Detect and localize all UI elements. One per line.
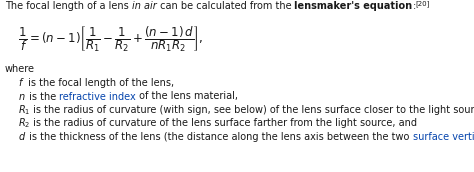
- Text: can be calculated from the: can be calculated from the: [156, 1, 294, 11]
- Text: The focal length of a lens: The focal length of a lens: [5, 1, 132, 11]
- Text: $R_1$: $R_1$: [18, 103, 30, 117]
- Text: $d$: $d$: [18, 130, 26, 142]
- Text: in air: in air: [132, 1, 156, 11]
- Text: surface vertices: surface vertices: [413, 132, 474, 142]
- Text: :: :: [412, 1, 416, 11]
- Text: $f$: $f$: [18, 76, 25, 88]
- Text: $R_2$: $R_2$: [18, 116, 30, 130]
- Text: is the focal length of the lens,: is the focal length of the lens,: [25, 78, 174, 88]
- Text: is the radius of curvature of the lens surface farther from the light source, an: is the radius of curvature of the lens s…: [30, 119, 417, 128]
- Text: is the radius of curvature (with sign, see below) of the lens surface closer to : is the radius of curvature (with sign, s…: [30, 105, 474, 115]
- Text: $\dfrac{1}{f} = (n-1)\left[\dfrac{1}{R_1} - \dfrac{1}{R_2} + \dfrac{(n-1)\,d}{n : $\dfrac{1}{f} = (n-1)\left[\dfrac{1}{R_1…: [18, 24, 203, 54]
- Text: [20]: [20]: [416, 1, 430, 7]
- Text: $n$: $n$: [18, 92, 26, 101]
- Text: refractive index: refractive index: [59, 92, 136, 101]
- Text: lensmaker's equation: lensmaker's equation: [294, 1, 412, 11]
- Text: is the thickness of the lens (the distance along the lens axis between the two: is the thickness of the lens (the distan…: [26, 132, 413, 142]
- Text: of the lens material,: of the lens material,: [136, 92, 237, 101]
- Text: is the: is the: [26, 92, 59, 101]
- Text: where: where: [5, 64, 35, 74]
